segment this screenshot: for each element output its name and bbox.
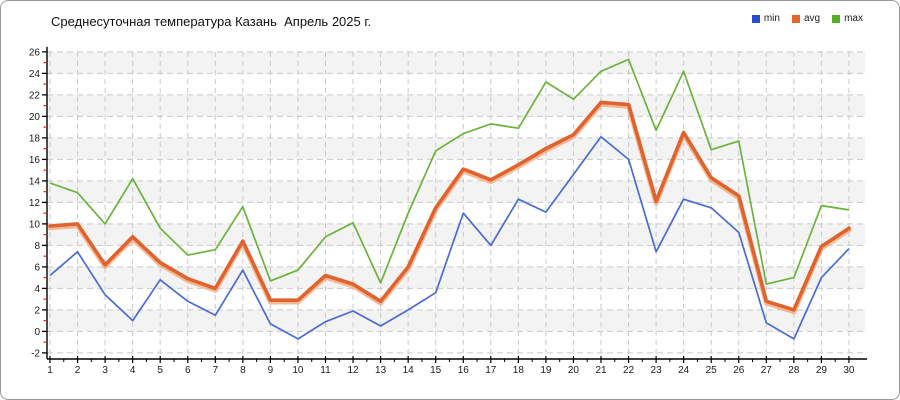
x-tick-label: 6 [185,365,191,376]
plot-band [47,309,865,332]
y-tick-label: 18 [29,133,41,144]
legend-label-min: min [763,13,780,24]
plot-band [47,73,865,95]
x-tick-label: 20 [568,365,580,376]
x-tick-label: 27 [761,365,773,376]
x-tick-label: 23 [651,365,663,376]
x-tick-label: 18 [513,365,525,376]
x-tick-label: 28 [788,365,800,376]
chart-title: Среднесуточная температура Казань Апрель… [51,14,372,29]
x-tick-label: 14 [403,365,415,376]
x-tick-label: 24 [678,365,690,376]
legend-item-max[interactable]: max [832,13,863,24]
y-tick-label: 24 [29,69,41,80]
x-tick-label: 15 [430,365,442,376]
x-tick-label: 1 [47,365,53,376]
x-tick-label: 3 [102,365,108,376]
x-tick-label: 19 [540,365,552,376]
series-line-min [49,135,850,340]
x-tick-label: 2 [75,365,81,376]
x-tick-label: 30 [843,365,855,376]
plot-band [47,245,865,267]
x-tick-label: 13 [375,365,387,376]
y-tick-label: 12 [29,198,41,209]
x-tick-label: 25 [706,365,718,376]
plot-band [47,116,865,138]
x-tick-label: 7 [213,365,219,376]
plot-band [47,202,865,224]
plot-band [47,159,865,181]
y-tick-label: 2 [34,305,40,316]
x-tick-label: 17 [485,365,497,376]
min-series-swatch-icon [751,14,760,23]
x-tick-label: 29 [816,365,828,376]
plot-band [47,94,865,117]
y-tick-label: 20 [29,112,41,123]
x-tick-label: 8 [240,365,246,376]
y-tick-label: 26 [29,47,41,58]
plot-band [47,51,865,74]
x-tick-label: 22 [623,365,635,376]
x-tick-label: 10 [292,365,304,376]
series-line-avg [48,100,851,312]
y-tick-label: 14 [29,176,41,187]
y-tick-label: 8 [34,241,40,252]
x-tick-label: 9 [268,365,274,376]
x-tick-label: 26 [733,365,745,376]
legend-item-avg[interactable]: avg [791,13,821,24]
x-tick-label: 21 [595,365,607,376]
y-tick-label: 4 [34,284,40,295]
avg-series-swatch-icon [791,14,800,23]
x-tick-label: 16 [458,365,470,376]
y-tick-label: 16 [29,155,41,166]
plot-band [47,137,865,160]
plot-band [47,288,865,310]
legend-label-max: max [844,13,863,24]
max-series-swatch-icon [832,14,841,23]
y-tick-label: 6 [34,262,40,273]
y-tick-label: 22 [29,90,41,101]
x-tick-label: 5 [157,365,163,376]
plot-band [47,266,865,289]
plot-band [47,331,865,353]
y-tick-label: 0 [34,327,40,338]
x-tick-label: 12 [347,365,359,376]
legend-label-avg: avg [803,13,821,24]
x-tick-label: 4 [130,365,136,376]
legend: min avg max [751,13,863,24]
y-tick-label: -2 [31,348,40,359]
y-tick-label: 10 [29,219,41,230]
legend-item-min[interactable]: min [751,13,780,24]
x-tick-label: 11 [320,365,331,376]
series-line-max [49,58,850,285]
